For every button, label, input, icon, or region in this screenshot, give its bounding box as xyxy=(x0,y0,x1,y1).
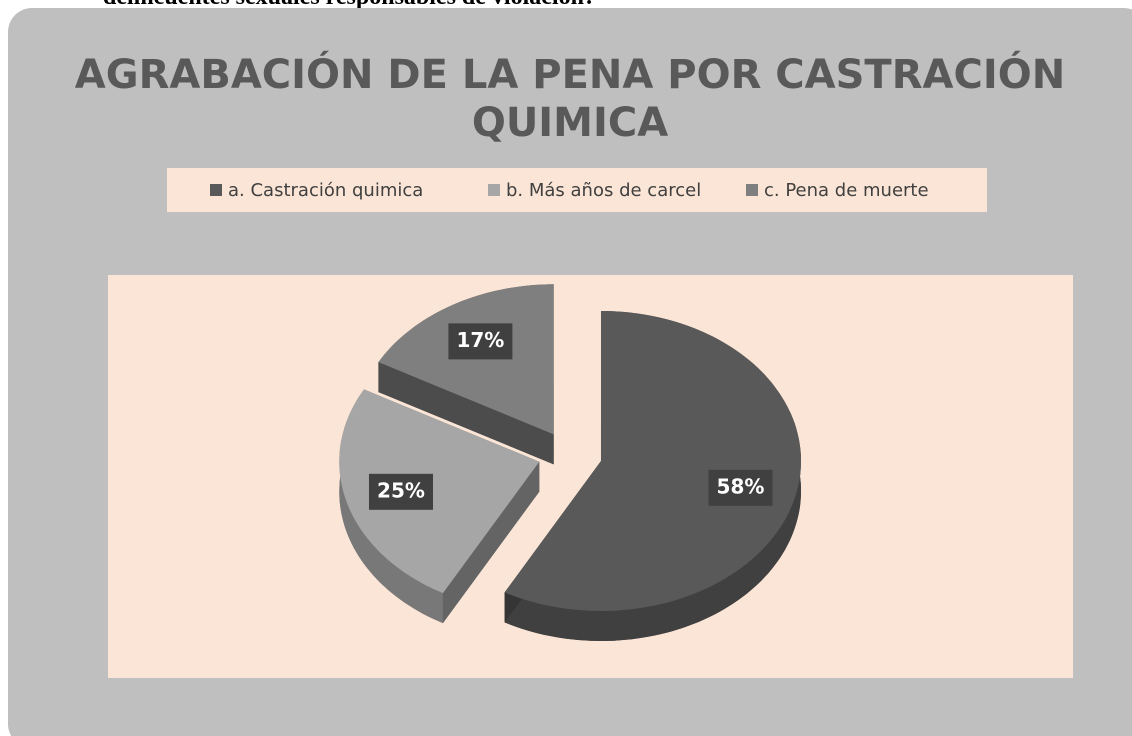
slice-side xyxy=(504,311,801,641)
slice-side xyxy=(442,461,540,624)
legend-swatch xyxy=(210,184,222,196)
data-label-box xyxy=(708,469,773,506)
data-label: 25% xyxy=(377,478,425,502)
slice xyxy=(339,389,540,594)
legend-swatch xyxy=(488,184,500,196)
legend-label: b. Más años de carcel xyxy=(506,180,701,201)
caption: delincuentes sexuales responsables de vi… xyxy=(103,0,596,10)
data-label: 17% xyxy=(456,328,504,352)
data-label-box xyxy=(368,473,433,510)
legend-label: c. Pena de muerte xyxy=(764,180,929,201)
slice-side xyxy=(339,389,443,624)
data-label: 58% xyxy=(717,474,765,498)
chart-title: QUIMICA xyxy=(472,100,668,146)
chart-title: AGRABACIÓN DE LA PENA POR CASTRACIÓN xyxy=(75,50,1065,98)
slice xyxy=(504,311,801,611)
data-label-box xyxy=(448,323,513,360)
legend-label: a. Castración quimica xyxy=(228,180,423,201)
slice-side xyxy=(378,362,554,465)
legend-swatch xyxy=(746,184,758,196)
legend-box xyxy=(167,168,987,212)
